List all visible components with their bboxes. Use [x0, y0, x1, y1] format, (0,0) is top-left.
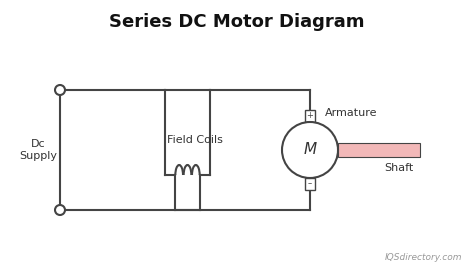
Circle shape: [282, 122, 338, 178]
Bar: [305, 178, 315, 190]
Text: –: –: [308, 179, 312, 189]
Text: Dc
Supply: Dc Supply: [19, 139, 57, 161]
Text: Series DC Motor Diagram: Series DC Motor Diagram: [109, 13, 365, 31]
Text: Shaft: Shaft: [384, 163, 414, 173]
Circle shape: [55, 205, 65, 215]
Bar: [305, 110, 315, 122]
Text: Armature: Armature: [325, 108, 377, 118]
Text: Field Coils: Field Coils: [167, 135, 223, 145]
Text: +: +: [307, 112, 313, 121]
Text: IQSdirectory.com: IQSdirectory.com: [384, 253, 462, 262]
Text: M: M: [303, 142, 317, 158]
Bar: [338, 143, 420, 157]
Circle shape: [55, 85, 65, 95]
